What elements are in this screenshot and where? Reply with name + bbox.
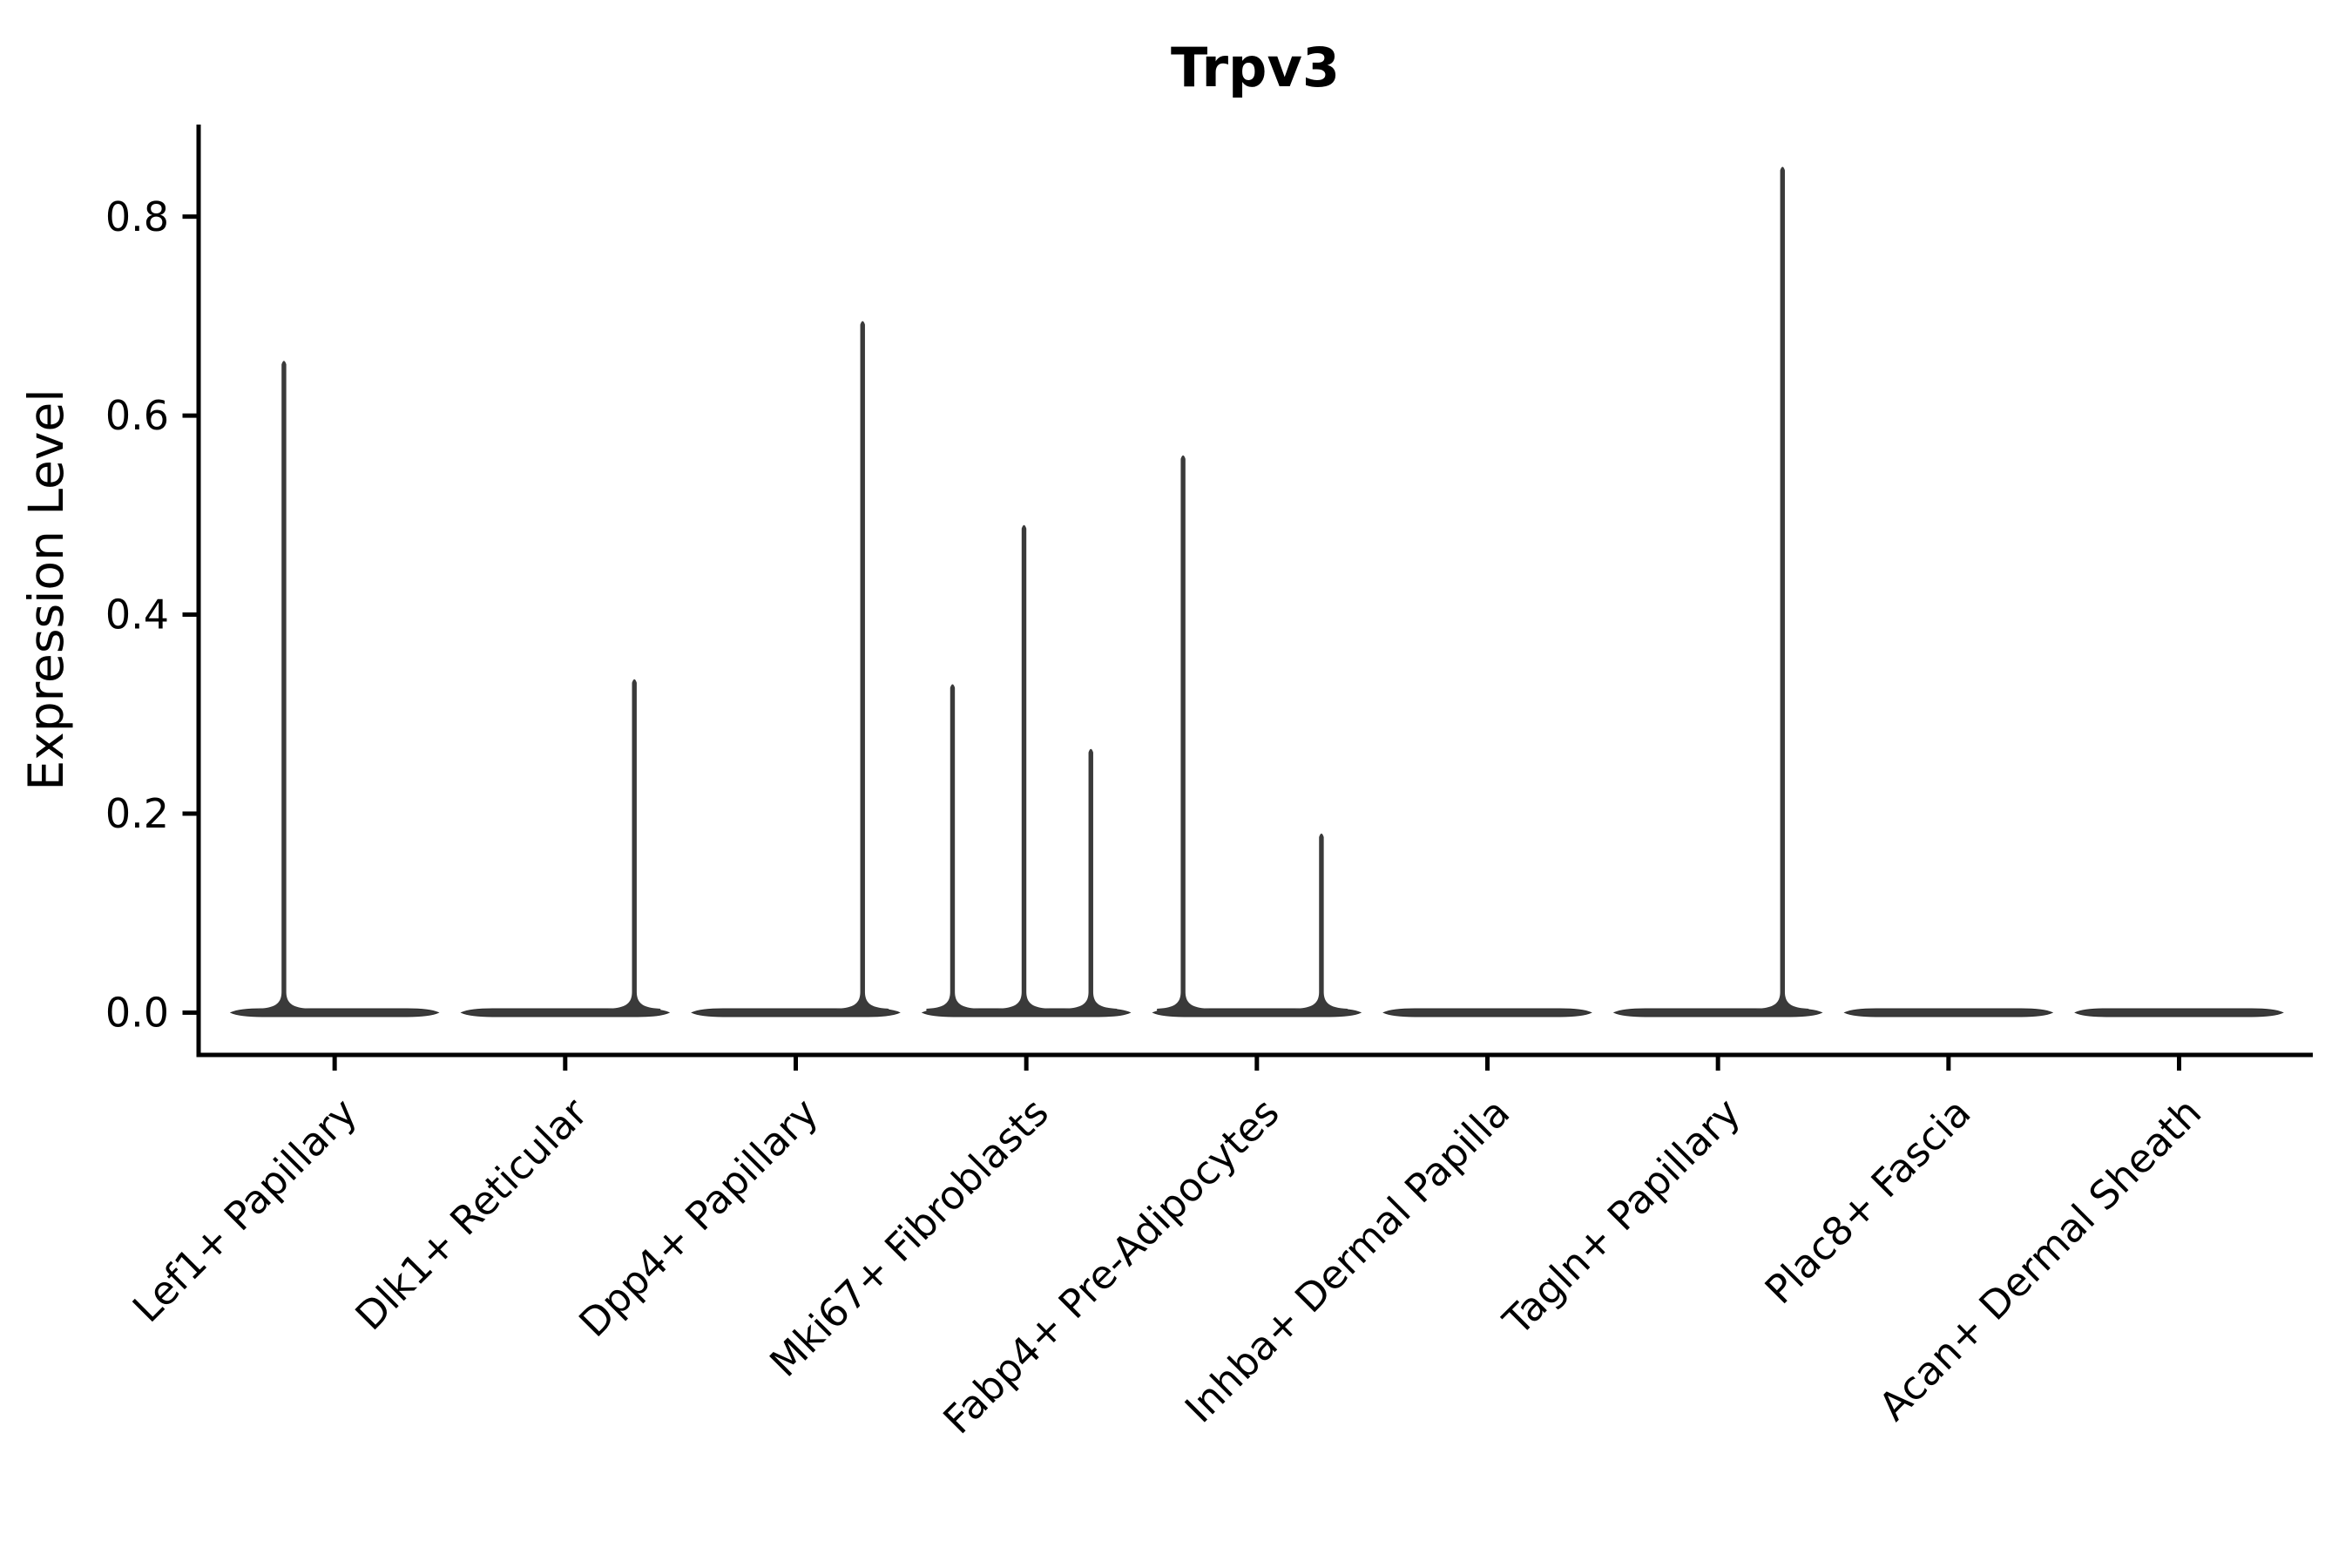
x-tick-label: Tagln+ Papillary	[1494, 1089, 1749, 1344]
y-tick-label: 0.8	[105, 193, 169, 240]
plot-title: Trpv3	[1171, 36, 1340, 99]
expression-spike	[1756, 166, 1809, 1014]
expression-spike	[926, 684, 979, 1014]
expression-spike	[1294, 833, 1348, 1014]
violin-body	[1382, 1008, 1592, 1017]
expression-spike	[257, 361, 310, 1014]
expression-spike	[1157, 455, 1210, 1014]
y-tick-label: 0.0	[105, 990, 169, 1037]
x-tick-label: Dpp4+ Papillary	[570, 1089, 827, 1346]
y-tick-label: 0.2	[105, 790, 169, 837]
violin-body	[2074, 1008, 2284, 1017]
x-tick-label: Plac8+ Fascia	[1756, 1089, 1980, 1313]
y-tick-label: 0.4	[105, 591, 169, 639]
expression-spike	[608, 679, 661, 1014]
y-axis-label: Expression Level	[18, 389, 74, 790]
y-tick-label: 0.6	[105, 392, 169, 439]
expression-spike	[836, 321, 889, 1014]
expression-spike	[1064, 748, 1118, 1014]
violin-body	[1843, 1008, 2054, 1017]
x-tick-label: Dlk1+ Reticular	[347, 1089, 597, 1339]
expression-spike	[997, 524, 1051, 1014]
x-tick-label: Lef1+ Papillary	[124, 1089, 366, 1331]
